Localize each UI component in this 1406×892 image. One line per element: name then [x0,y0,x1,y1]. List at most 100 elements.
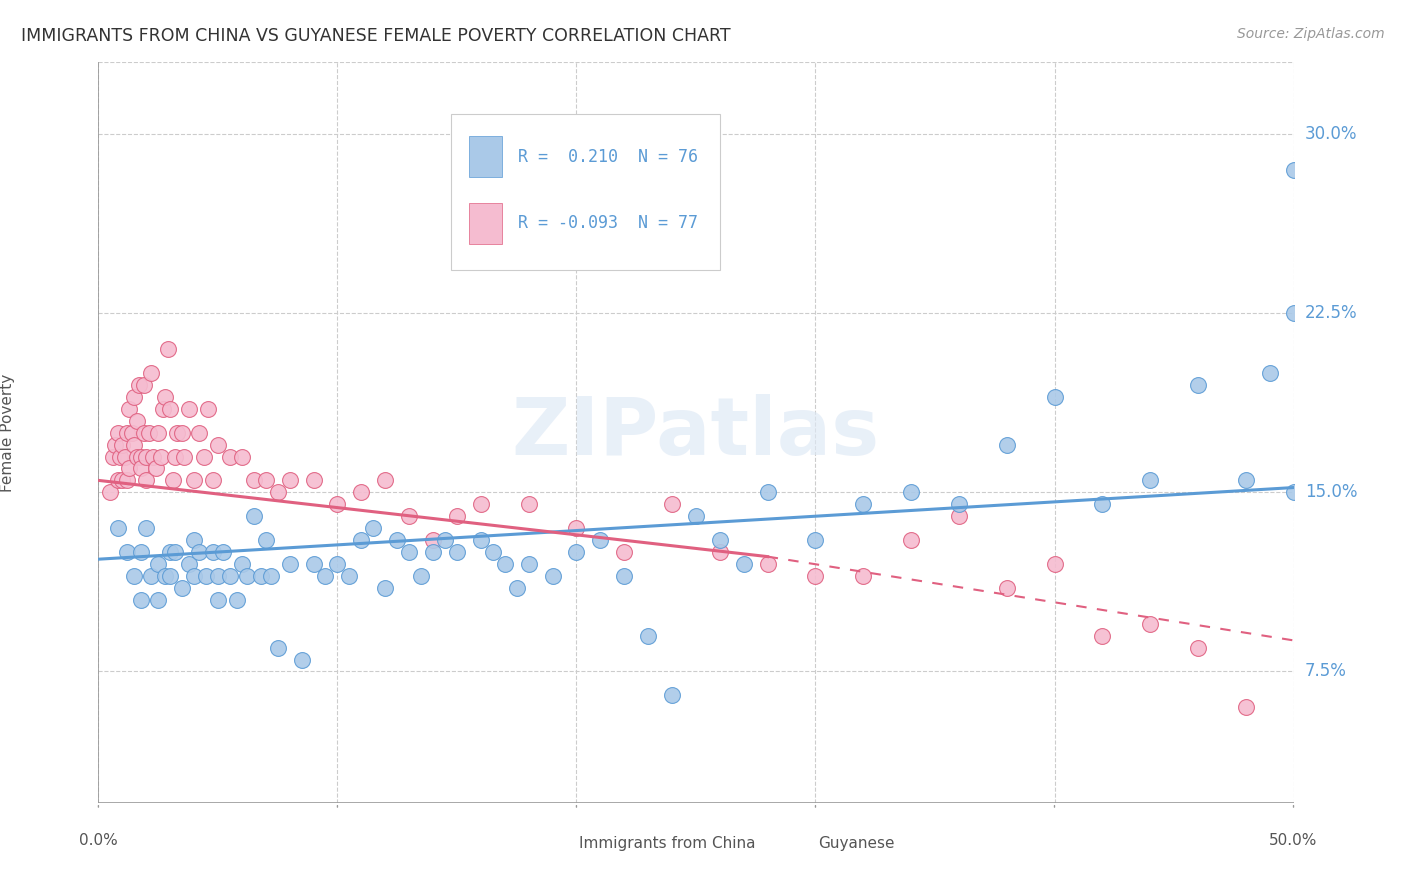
Point [219,450,242,464]
Point [142,450,165,464]
Point [183,533,205,547]
Point [243,474,266,488]
Point [446,509,468,524]
Point [114,450,136,464]
Point [243,509,266,524]
Point [139,569,162,583]
Point [637,629,659,643]
Point [1282,162,1305,177]
Point [1139,616,1161,631]
Point [207,592,229,607]
Point [995,437,1018,451]
Point [104,437,127,451]
Text: Source: ZipAtlas.com: Source: ZipAtlas.com [1237,27,1385,41]
Point [995,581,1018,595]
Point [315,569,337,583]
Point [219,569,242,583]
Point [163,450,186,464]
Point [148,592,170,607]
Point [250,569,273,583]
Point [422,533,444,547]
Point [131,545,153,559]
Point [470,497,492,511]
Point [541,569,564,583]
Point [111,437,134,451]
Point [108,450,131,464]
Point [1139,474,1161,488]
Point [124,569,146,583]
Point [326,557,349,571]
Point [131,450,153,464]
Point [98,485,122,500]
Point [1234,474,1257,488]
Text: 15.0%: 15.0% [1305,483,1357,501]
Point [278,474,301,488]
Point [152,401,174,416]
Point [166,425,188,440]
Point [211,545,233,559]
Point [900,485,922,500]
FancyBboxPatch shape [451,114,720,269]
Text: 30.0%: 30.0% [1305,125,1357,143]
Point [1187,377,1209,392]
Point [804,533,827,547]
Point [162,474,184,488]
Point [291,652,314,666]
FancyBboxPatch shape [779,829,806,858]
Point [350,485,373,500]
Point [804,569,827,583]
Point [1282,485,1305,500]
Point [235,569,257,583]
Text: Female Poverty: Female Poverty [0,374,15,491]
Point [1043,557,1066,571]
Point [733,557,755,571]
Text: 0.0%: 0.0% [79,833,118,848]
Point [398,509,420,524]
Point [107,521,129,535]
Point [155,390,177,404]
Point [179,401,201,416]
Point [131,592,153,607]
Point [125,450,148,464]
Point [363,521,385,535]
Point [481,545,505,559]
Point [202,545,225,559]
Point [494,557,516,571]
Point [259,569,281,583]
Point [183,474,205,488]
Point [132,425,155,440]
Point [385,533,409,547]
Point [613,569,636,583]
Point [115,545,138,559]
Text: R = -0.093  N = 77: R = -0.093 N = 77 [517,214,697,233]
Point [589,533,612,547]
Point [121,425,143,440]
Point [124,437,146,451]
Point [207,569,229,583]
Point [565,521,588,535]
Point [1091,629,1114,643]
Point [302,557,325,571]
Point [107,474,129,488]
Text: 7.5%: 7.5% [1305,663,1347,681]
Text: 50.0%: 50.0% [1270,833,1317,848]
Point [517,557,540,571]
Point [118,401,141,416]
Point [226,592,249,607]
Point [422,545,444,559]
Point [852,497,875,511]
Point [661,497,683,511]
Point [145,461,167,475]
Point [193,450,215,464]
Point [398,545,420,559]
Point [709,533,731,547]
Point [565,545,588,559]
Point [139,366,162,380]
Point [231,450,253,464]
Text: 22.5%: 22.5% [1305,304,1357,322]
Point [118,461,141,475]
Point [101,450,124,464]
Point [231,557,253,571]
Text: Immigrants from China: Immigrants from China [579,836,755,851]
Point [172,581,194,595]
